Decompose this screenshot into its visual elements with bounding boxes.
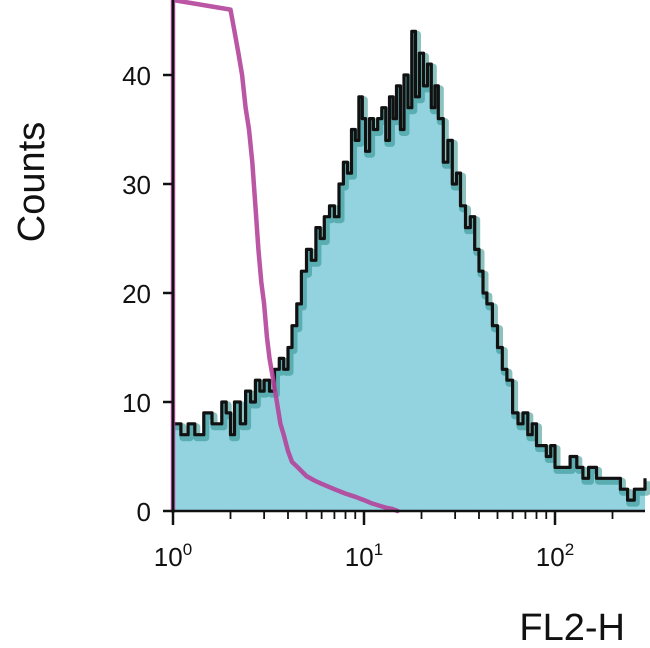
x-ticks: 100 101 102 bbox=[154, 511, 614, 572]
histogram-outline bbox=[173, 29, 647, 502]
y-tick-label: 30 bbox=[122, 170, 151, 200]
y-tick-label: 0 bbox=[137, 497, 151, 527]
control-histogram-line bbox=[170, 0, 400, 514]
histogram-fill-area bbox=[173, 31, 645, 512]
filled-histogram-layer bbox=[173, 29, 650, 512]
x-tick-label: 101 bbox=[345, 540, 383, 572]
x-tick-label: 100 bbox=[154, 540, 192, 572]
y-tick-label: 20 bbox=[122, 279, 151, 309]
x-tick-label: 102 bbox=[536, 540, 574, 572]
y-tick-label: 40 bbox=[122, 61, 151, 91]
axes-layer bbox=[171, 0, 645, 513]
y-tick-label: 10 bbox=[122, 388, 151, 418]
y-axis-title: Counts bbox=[11, 122, 53, 242]
x-axis-title: FL2-H bbox=[519, 607, 625, 648]
y-ticks: 0 10 20 30 40 bbox=[122, 61, 173, 527]
control-line-layer bbox=[170, 0, 400, 514]
